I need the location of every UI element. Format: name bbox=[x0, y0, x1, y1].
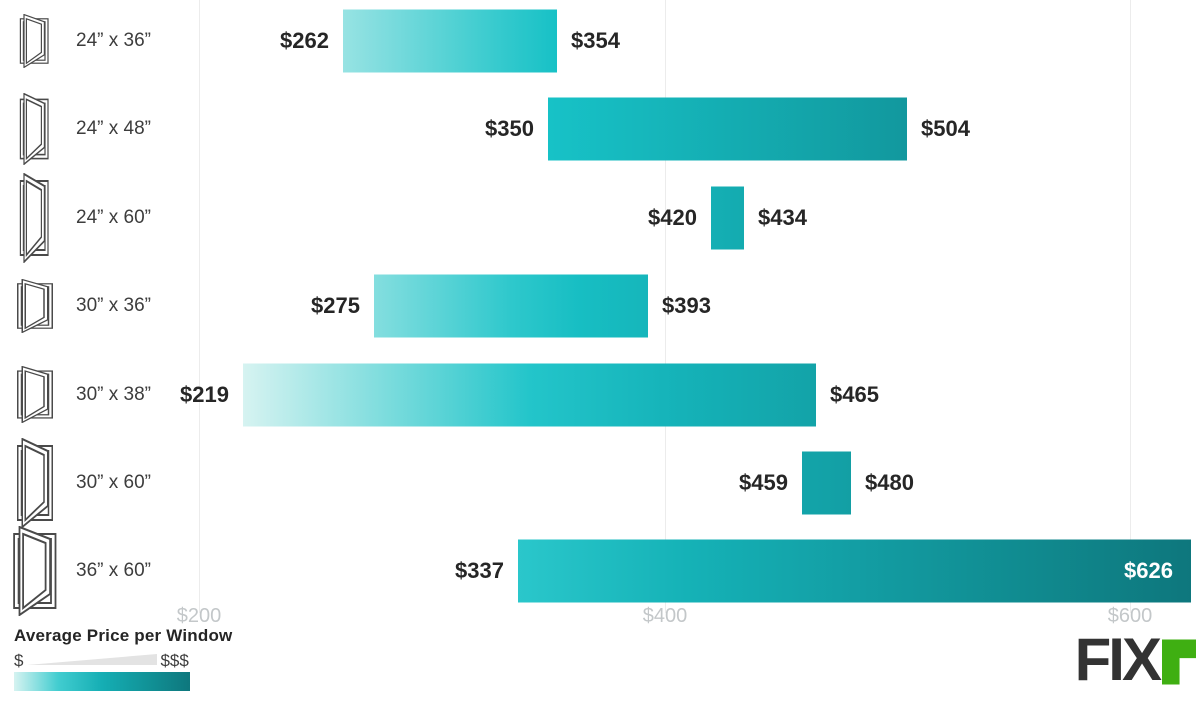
price-range-bar bbox=[518, 539, 1191, 603]
legend-high-label: $$$ bbox=[160, 651, 189, 670]
min-price-label: $350 bbox=[485, 116, 534, 142]
price-range-bar bbox=[548, 97, 907, 161]
max-price-label: $480 bbox=[865, 470, 914, 495]
window-size-label: 36” x 60” bbox=[76, 560, 151, 582]
legend-title: Average Price per Window bbox=[14, 626, 233, 645]
min-price-label: $337 bbox=[455, 558, 504, 584]
legend-scale: $ $$$ bbox=[14, 650, 214, 670]
min-price-label: $219 bbox=[180, 381, 229, 407]
max-price-label: $354 bbox=[571, 28, 620, 53]
window-size-label: 24” x 36” bbox=[76, 30, 151, 51]
window-size-label: 30” x 36” bbox=[76, 295, 151, 317]
min-price-label: $275 bbox=[311, 293, 360, 319]
x-axis-tick-label: $400 bbox=[642, 605, 688, 627]
price-range-bar bbox=[243, 363, 816, 427]
max-price-label: $626 bbox=[1124, 558, 1173, 584]
open-casement-window-icon bbox=[19, 14, 49, 68]
open-casement-window-icon bbox=[19, 93, 49, 165]
window-size-label: 30” x 60” bbox=[76, 472, 151, 493]
price-range-bar bbox=[711, 186, 744, 250]
legend-gradient-bar bbox=[14, 672, 190, 691]
open-casement-window-icon bbox=[17, 438, 53, 528]
open-casement-window-icon bbox=[17, 279, 53, 333]
x-axis-tick-label: $600 bbox=[1107, 605, 1153, 627]
fixr-logo-text: FIX bbox=[1074, 626, 1162, 693]
fixr-logo-r-icon bbox=[1162, 639, 1196, 685]
price-range-bar bbox=[374, 274, 648, 338]
min-price-label: $262 bbox=[280, 28, 329, 53]
fixr-logo: FIX bbox=[1074, 626, 1196, 693]
price-range-bar bbox=[343, 9, 557, 73]
price-range-bar bbox=[802, 451, 851, 515]
max-price-label: $465 bbox=[830, 381, 879, 407]
max-price-label: $434 bbox=[758, 204, 807, 230]
x-axis-tick-label: $200 bbox=[176, 605, 222, 627]
legend: Average Price per Window $ $$$ bbox=[14, 626, 233, 691]
min-price-label: $420 bbox=[648, 204, 697, 230]
max-price-label: $504 bbox=[921, 116, 970, 142]
open-casement-window-icon bbox=[13, 526, 57, 616]
legend-low-label: $ bbox=[14, 651, 24, 670]
min-price-label: $459 bbox=[739, 470, 788, 495]
window-size-label: 24” x 60” bbox=[76, 206, 151, 228]
gridline bbox=[665, 0, 666, 613]
open-casement-window-icon bbox=[19, 173, 49, 263]
gridline bbox=[1130, 0, 1131, 613]
window-size-label: 24” x 48” bbox=[76, 118, 151, 140]
window-size-label: 30” x 38” bbox=[76, 383, 151, 405]
price-wedge-icon bbox=[27, 654, 158, 665]
max-price-label: $393 bbox=[662, 293, 711, 319]
gridline bbox=[199, 0, 200, 613]
open-casement-window-icon bbox=[17, 366, 53, 423]
